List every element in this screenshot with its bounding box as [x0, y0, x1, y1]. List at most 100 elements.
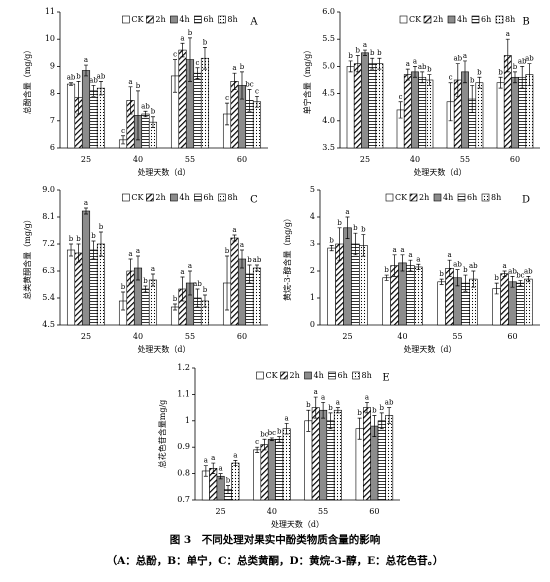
bar [66, 83, 76, 149]
error-bar [527, 63, 532, 86]
significance-letter: a [285, 414, 289, 422]
significance-letter: a [204, 457, 208, 465]
error-bar [498, 76, 503, 89]
significance-letter: c [399, 93, 403, 101]
bar [237, 258, 247, 326]
significance-letter: b [121, 283, 126, 291]
significance-letter: bc [516, 271, 524, 279]
significance-letter: b [384, 266, 389, 274]
error-bar [180, 42, 185, 58]
bar [370, 425, 379, 501]
y-tick-label: 8 [50, 89, 55, 98]
y-tick-label: 7 [50, 116, 55, 125]
significance-letter: c [255, 438, 259, 446]
y-axis-title: 单宁含量（mg/g） [302, 46, 312, 115]
significance-letter: b [494, 274, 499, 282]
error-bar [313, 396, 318, 419]
significance-letter: ab [253, 256, 262, 264]
significance-letter: a [314, 388, 318, 396]
error-bar [398, 101, 403, 119]
error-bar [518, 280, 523, 287]
error-bar [240, 249, 244, 269]
error-bar [329, 245, 334, 252]
error-bar [463, 274, 468, 292]
significance-letter: a [180, 268, 184, 276]
significance-letter: ab [469, 262, 478, 270]
legend-swatch [170, 193, 178, 202]
significance-letter: b [370, 49, 375, 57]
error-bar [392, 254, 397, 277]
significance-letter: b [361, 226, 366, 234]
significance-letter: b [470, 76, 475, 84]
error-bar [355, 55, 360, 73]
error-bar [254, 95, 259, 108]
y-tick-label: 5.0 [322, 61, 335, 70]
significance-letter: a [447, 251, 451, 259]
legend-swatch [256, 371, 264, 380]
error-bar [328, 412, 333, 430]
legend-swatch [447, 15, 456, 24]
error-bar [232, 72, 237, 90]
error-bar [345, 216, 350, 239]
significance-letter: b [328, 404, 333, 412]
bar [178, 49, 187, 149]
significance-letter: a [336, 399, 340, 407]
bar [96, 87, 106, 149]
y-tick-label: 8.1 [42, 212, 55, 221]
x-tick-label: 40 [133, 332, 143, 341]
y-tick-label: 2 [310, 266, 315, 275]
significance-letter: a [151, 265, 155, 273]
legend-swatch [122, 193, 130, 202]
error-bar [470, 85, 475, 113]
bar [267, 438, 276, 501]
significance-letter: b [173, 295, 178, 303]
error-bar [494, 282, 499, 295]
error-bar [284, 423, 289, 435]
bar [252, 267, 262, 326]
x-tick-label: 40 [410, 155, 420, 164]
bar [141, 288, 150, 326]
error-bar [173, 59, 178, 93]
y-tick-label: 4.5 [322, 89, 335, 98]
panel-label: D [522, 195, 530, 206]
error-bar [98, 231, 103, 257]
error-bar [387, 407, 392, 424]
significance-letter: b [498, 68, 503, 76]
panel-label: A [249, 17, 258, 28]
significance-letter: b [380, 404, 385, 412]
significance-letter: b [277, 428, 282, 436]
x-axis-title: 处理天数（d） [271, 519, 324, 529]
significance-letter: ab [97, 72, 106, 80]
panel-label: B [522, 17, 529, 28]
bar [359, 245, 368, 326]
x-tick-label: 25 [81, 155, 91, 164]
significance-letter: a [506, 30, 510, 38]
error-bar [254, 264, 259, 272]
significance-letter: a [463, 52, 467, 60]
y-tick-label: 6.3 [42, 266, 55, 275]
error-bar [136, 255, 140, 281]
y-tick-label: 1.2 [177, 363, 190, 372]
significance-letter: bc [268, 429, 276, 437]
x-tick-label: 25 [360, 155, 370, 164]
y-tick-label: 6 [50, 143, 55, 152]
significance-letter: ab [67, 74, 76, 82]
significance-letter: c [196, 59, 200, 67]
y-tick-label: 4.0 [322, 116, 335, 125]
x-tick-label: 40 [267, 507, 277, 516]
error-bar [364, 401, 369, 414]
bar [81, 210, 91, 326]
error-bar [128, 86, 133, 115]
bar [361, 52, 369, 149]
legend-swatch [304, 371, 312, 380]
y-tick-label: 4.5 [42, 320, 55, 329]
bar [351, 243, 360, 326]
error-bar [502, 270, 507, 277]
error-bar [427, 74, 432, 86]
y-tick-label: 10 [45, 34, 55, 43]
significance-letter: b [226, 476, 231, 484]
y-tick-label: 0.7 [177, 495, 190, 504]
legend-swatch [433, 193, 442, 202]
error-bar [306, 409, 311, 432]
x-tick-label: 40 [133, 155, 143, 164]
